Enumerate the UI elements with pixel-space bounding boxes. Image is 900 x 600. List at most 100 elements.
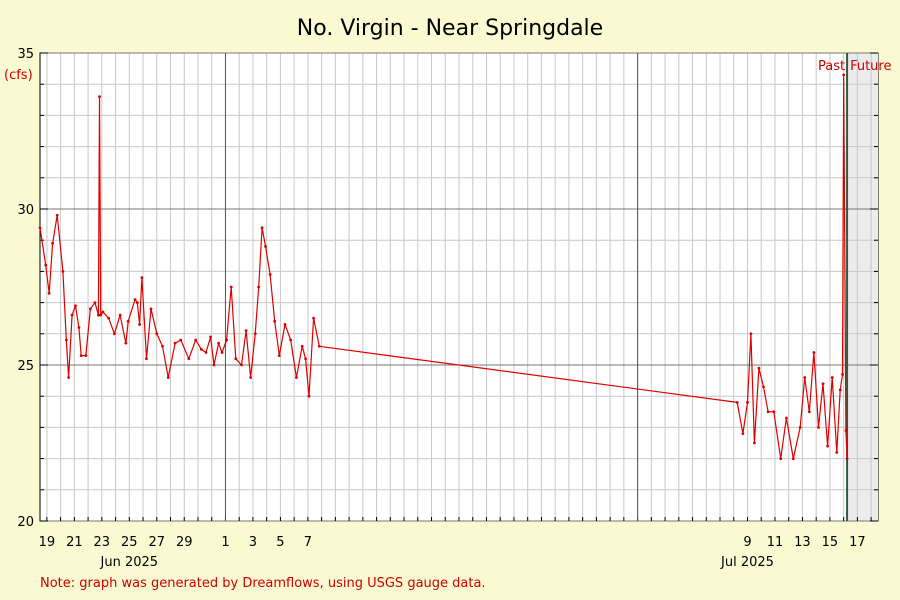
flow-point [124, 341, 128, 345]
flow-point [47, 291, 51, 295]
flow-point [791, 457, 795, 460]
source-note: Note: graph was generated by Dreamflows,… [40, 576, 486, 591]
flow-point [803, 376, 807, 379]
flow-point [283, 323, 287, 326]
chart-title: No. Virgin - Near Springdale [297, 16, 603, 41]
x-tick-label: 13 [794, 535, 811, 550]
flow-point [99, 313, 103, 317]
flow-point [249, 376, 253, 379]
grid [40, 52, 878, 522]
flow-point [67, 376, 71, 379]
flow-point [317, 344, 321, 348]
flow-point [79, 354, 83, 358]
flow-point [295, 376, 298, 379]
flow-point [145, 357, 148, 361]
x-tick-label: 19 [39, 535, 56, 550]
flow-point [220, 351, 224, 354]
flow-point [289, 338, 293, 342]
flow-point [93, 301, 97, 304]
flow-point [757, 366, 761, 370]
flow-point [766, 410, 770, 414]
flow-point [844, 429, 848, 432]
flow-point [812, 351, 816, 354]
flow-point [38, 226, 42, 230]
flow-point [44, 263, 48, 267]
flow-point [260, 226, 264, 230]
flow-point [204, 351, 208, 354]
flow-point [126, 319, 130, 323]
flow-point [98, 95, 101, 99]
flow-point [268, 273, 272, 276]
flow-point [807, 410, 811, 414]
flow-point [779, 457, 783, 460]
flow-point [746, 401, 749, 404]
month-dividers [224, 53, 639, 521]
flow-point [74, 304, 77, 308]
flow-point [244, 329, 248, 333]
flow-point [838, 388, 842, 392]
flow-point [55, 213, 59, 217]
y-tick-label: 30 [17, 203, 34, 218]
flow-point [821, 382, 825, 386]
flow-point [304, 357, 307, 361]
flow-point [752, 441, 756, 445]
x-tick-label: 7 [304, 535, 312, 550]
x-tick-label: 27 [148, 535, 165, 550]
x-tick-labels: 19 21 23 25 27 29 1 3 5 7 9 11 13 15 17 [39, 535, 866, 550]
flow-point [785, 416, 788, 420]
flow-point [70, 313, 74, 317]
y-unit-label: (cfs) [4, 68, 33, 83]
flow-point [84, 354, 88, 358]
flow-point [277, 354, 281, 358]
flow-point [155, 332, 159, 336]
flow-point [229, 285, 233, 289]
flow-point [212, 363, 216, 367]
flow-point [133, 298, 137, 301]
flow-point [841, 372, 844, 376]
flow-point [762, 385, 765, 389]
flow-point [826, 444, 830, 448]
flow-point [253, 332, 257, 336]
flow-line [39, 74, 848, 460]
flow-point [234, 357, 238, 361]
axis-ticks [40, 52, 878, 522]
y-tick-label: 20 [17, 515, 34, 530]
flow-point [194, 338, 198, 342]
x-tick-label: 5 [276, 535, 284, 550]
flow-point [107, 316, 111, 320]
flow-point [842, 73, 846, 77]
x-month-label: Jun 2025 [100, 555, 159, 570]
flow-point [741, 432, 745, 436]
flow-point [51, 241, 54, 245]
flow-point [64, 338, 68, 342]
flow-point [264, 245, 267, 248]
flow-point [77, 326, 81, 329]
flow-point [135, 301, 139, 304]
flow-point [118, 313, 122, 317]
flow-point [173, 341, 177, 345]
flow-point [179, 338, 183, 342]
future-region [847, 53, 878, 521]
flow-point [273, 319, 277, 323]
flow-point [149, 307, 153, 311]
flow-point [161, 344, 164, 348]
flow-point [312, 316, 316, 320]
flow-point [257, 285, 261, 289]
flow-point [217, 341, 220, 345]
x-tick-label: 1 [221, 535, 229, 550]
x-tick-label: 21 [66, 535, 83, 550]
flow-point [772, 410, 776, 414]
flow-point [300, 344, 304, 348]
flow-point [835, 450, 839, 454]
flow-point [735, 401, 739, 404]
flow-point [138, 323, 141, 326]
x-month-label: Jul 2025 [720, 555, 774, 570]
flow-point [61, 270, 65, 273]
flow-point [845, 457, 849, 460]
flow-point [209, 335, 212, 339]
flow-point [96, 313, 100, 317]
flow-point [166, 376, 170, 379]
x-tick-label: 15 [822, 535, 839, 550]
flow-point [749, 332, 753, 336]
